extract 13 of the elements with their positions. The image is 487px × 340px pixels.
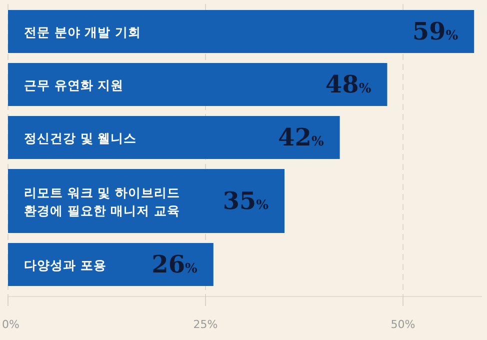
x-tick-label: 0% <box>2 318 20 331</box>
data-label: 42% <box>278 122 324 152</box>
y-tick-label: 다양성과 포용 <box>24 258 106 272</box>
x-tick-label: 50% <box>390 318 416 331</box>
y-tick-label: 근무 유연화 지원 <box>24 78 124 92</box>
data-label: 48% <box>325 70 372 98</box>
y-tick-label: 전문 분야 개발 기회 <box>24 24 142 40</box>
data-label: 59% <box>412 16 459 46</box>
y-tick-label: 정신건강 및 웰니스 <box>24 130 137 146</box>
data-label: 35% <box>222 186 270 215</box>
x-tick-label: 25% <box>193 318 218 331</box>
data-label: 26% <box>152 250 198 278</box>
y-tick-label: 리모트 워크 및 하이브리드 환경에 필요한 매니저 교육 <box>24 185 180 218</box>
